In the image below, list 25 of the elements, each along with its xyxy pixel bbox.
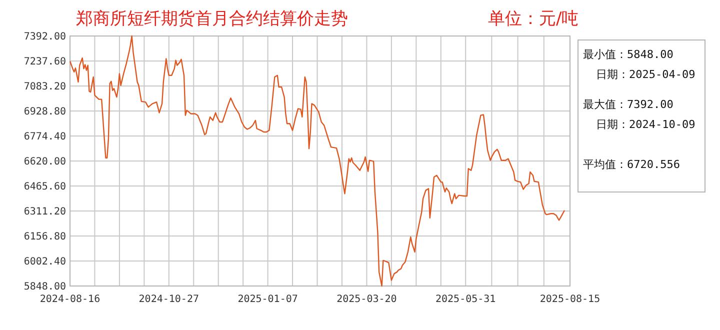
y-tick-label: 5848.00 <box>24 282 66 292</box>
x-tick-label: 2024-10-27 <box>138 294 200 305</box>
y-tick-label: 6928.80 <box>24 106 66 118</box>
x-tick-label: 2025-03-20 <box>336 294 397 305</box>
y-tick-label: 6465.60 <box>24 182 66 192</box>
x-tick-label: 2025-08-15 <box>540 294 600 305</box>
chart-subtitle: 单位：元/吨 <box>488 9 579 29</box>
x-tick-label: 2024-08-16 <box>40 294 100 305</box>
y-tick-label: 7083.20 <box>24 82 66 92</box>
x-tick-label: 2025-05-31 <box>435 294 496 305</box>
y-tick-label: 7237.60 <box>24 56 66 68</box>
y-tick-label: 6156.80 <box>24 232 66 242</box>
y-tick-label: 6774.40 <box>24 132 66 142</box>
y-tick-label: 7392.00 <box>24 32 66 42</box>
text: 最大值：7392.00 <box>583 98 674 111</box>
text: 日期：2025-04-09 <box>596 68 696 81</box>
text: 日期：2024-10-09 <box>596 118 696 131</box>
text: 最小值：5848.00 <box>583 48 674 61</box>
y-tick-label: 6311.20 <box>24 206 66 218</box>
x-tick-label: 2025-01-07 <box>238 294 298 305</box>
y-tick-label: 6620.00 <box>24 156 66 168</box>
line-series <box>69 35 566 287</box>
chart-title: 郑商所短纤期货首月合约结算价走势 <box>76 9 348 29</box>
text: 平均值：6720.556 <box>583 158 680 171</box>
y-tick-label: 6002.40 <box>24 256 66 268</box>
